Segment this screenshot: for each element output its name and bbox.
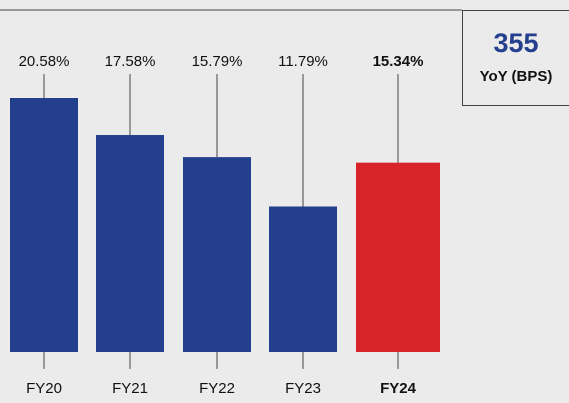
value-label: 15.34% (373, 53, 424, 70)
value-label: 20.58% (19, 53, 70, 70)
x-tick-label: FY23 (285, 380, 321, 397)
value-label: 11.79% (278, 53, 328, 70)
x-tick-label: FY20 (26, 380, 62, 397)
value-label: 17.58% (105, 53, 156, 70)
bar (10, 98, 78, 352)
x-tick-label: FY22 (199, 380, 235, 397)
callout-label: YoY (BPS) (480, 68, 553, 85)
x-tick-label: FY21 (112, 380, 148, 397)
bar (356, 162, 440, 352)
bar (269, 206, 337, 352)
callout-box (462, 10, 569, 106)
bar (96, 135, 164, 352)
callout-value: 355 (493, 28, 538, 58)
bar (183, 157, 251, 352)
x-tick-label: FY24 (380, 380, 417, 397)
value-label: 15.79% (192, 53, 243, 70)
